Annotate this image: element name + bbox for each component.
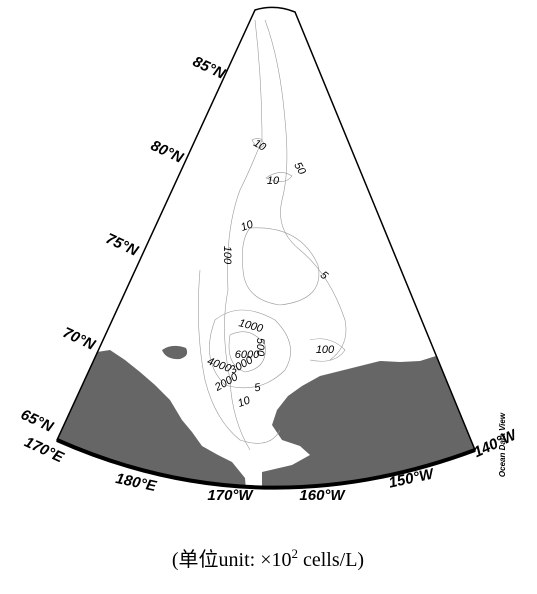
contour-label: 1000 [237,317,265,335]
contour-label: 500 [254,338,266,357]
contour-label: 100 [316,344,335,356]
contour-label: 5 [318,269,331,283]
land [57,350,250,488]
land [262,355,475,488]
sector-rim [56,438,476,490]
contour-label: 50 [291,160,308,177]
contours [198,19,347,451]
latitude-label: 70°N [60,324,99,354]
latitude-label: 65°N [18,406,57,436]
contour-label: 6000 [235,349,260,361]
caption-text: cells/L) [298,549,364,571]
contour-label: 100 [221,246,233,265]
contour-label: 5 [253,381,262,394]
caption-superscript: 2 [292,546,299,561]
contour-label: 10 [236,394,252,410]
longitude-label: 160°W [299,487,346,504]
latitude-label: 75°N [103,230,142,260]
caption-text: (单位unit: ×10 [172,548,292,571]
island [162,345,188,360]
caption: (单位unit: ×102 cells/L) [172,546,364,571]
contour-label: 10 [267,175,280,187]
contour-label: 10 [239,218,255,234]
longitude-label: 170°W [207,487,254,504]
map-area [57,19,475,488]
latitude-label: 80°N [148,137,187,167]
watermark: Ocean Data View [498,412,507,477]
contour-label: 10 [251,137,268,154]
longitude-label: 140°W [471,426,521,461]
